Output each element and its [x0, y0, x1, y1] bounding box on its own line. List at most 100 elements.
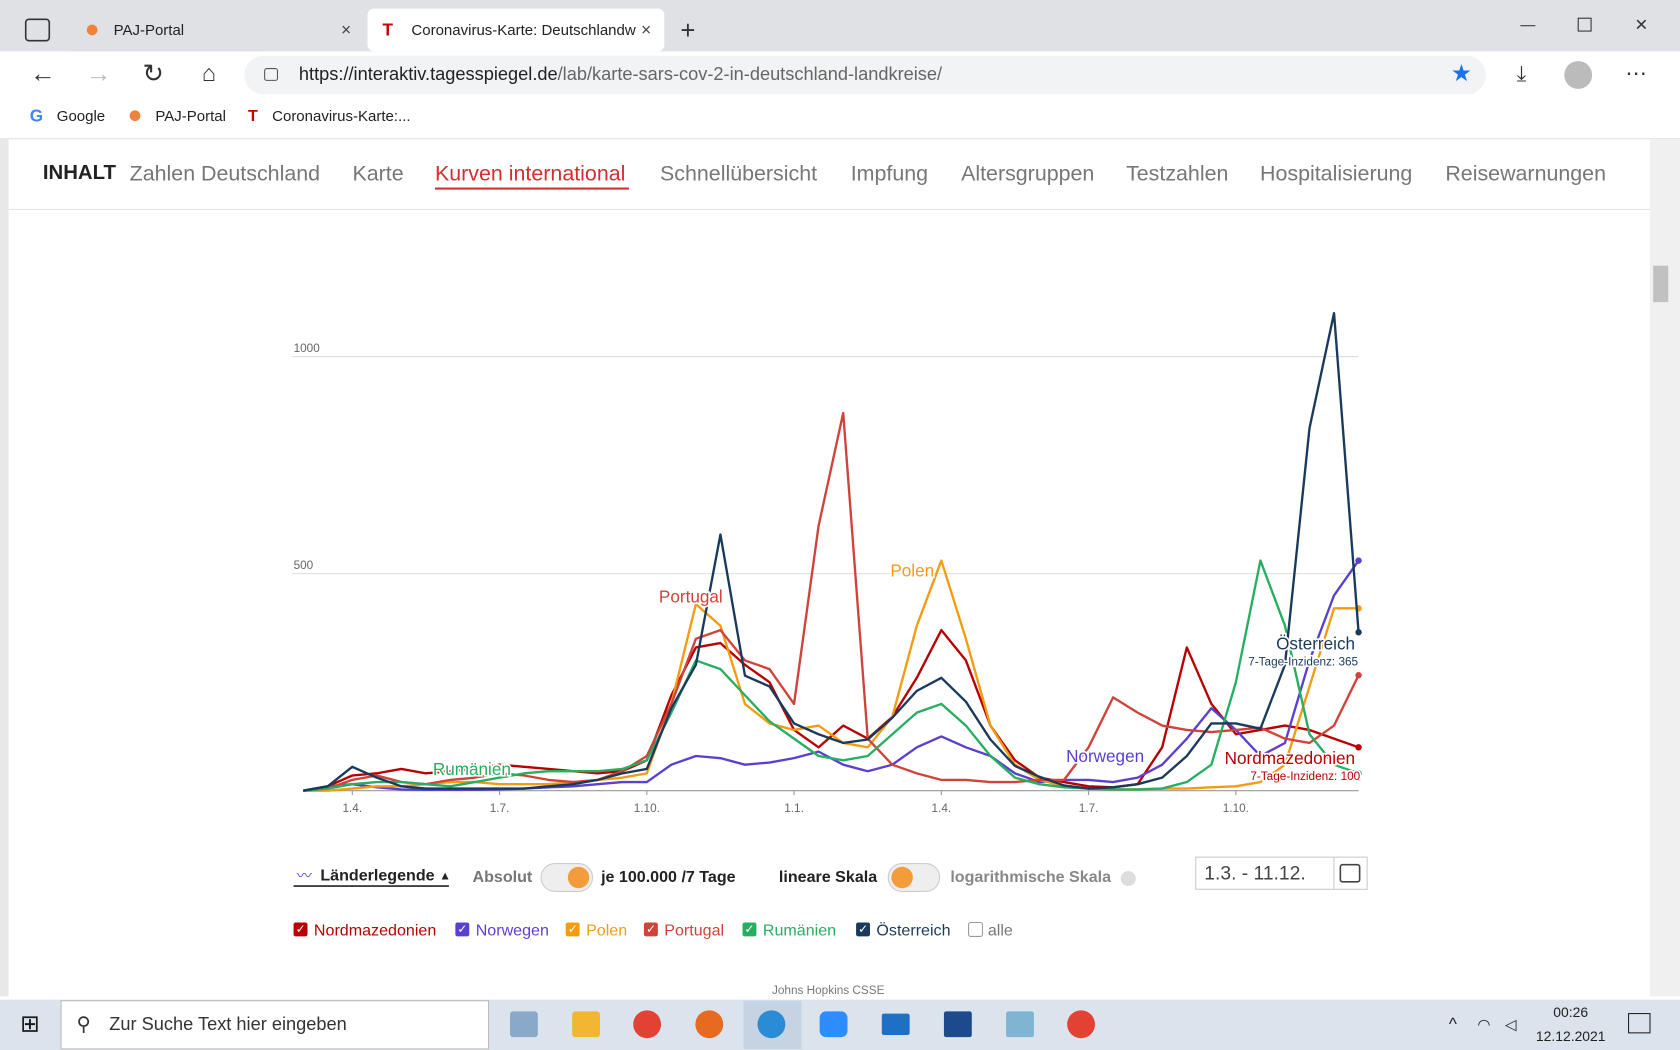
app-icon[interactable] — [881, 1013, 910, 1035]
tab-icon — [86, 24, 98, 36]
start[interactable]: ⊞ — [20, 1011, 40, 1037]
checkbox[interactable] — [455, 922, 470, 937]
menu[interactable]: ⋯ — [1625, 62, 1646, 86]
chart: 500 1000 1.4. 1.7. 1.10. 1.1. 1.4. 1.7. 1.10. Por… — [292, 312, 1362, 815]
app-icon[interactable] — [1006, 1011, 1034, 1038]
home[interactable]: ⌂ — [202, 60, 216, 86]
nav-item[interactable]: Reisewarnungen — [1445, 161, 1606, 185]
app-icon[interactable] — [1067, 1010, 1095, 1039]
checkbox[interactable] — [742, 922, 757, 937]
legend-entry[interactable]: Portugal — [664, 921, 724, 939]
url: https://interaktiv.tagesspiegel.de/lab/k… — [299, 64, 943, 84]
app-icon[interactable] — [572, 1011, 600, 1038]
end-dot — [1355, 770, 1362, 777]
app-icon[interactable] — [819, 1011, 848, 1038]
tray-arrow[interactable]: ^ — [1449, 1014, 1457, 1034]
option-absolute[interactable]: Absolut — [473, 868, 533, 886]
tab-close[interactable]: × — [641, 20, 651, 40]
tab-title: PAJ-Portal — [114, 22, 185, 39]
x-tick-label: 1.4. — [932, 802, 952, 815]
bookmark[interactable]: Coronavirus-Karte:... — [272, 108, 410, 125]
downloads[interactable]: ⤓ — [1517, 62, 1526, 86]
nav-item[interactable]: Altersgruppen — [961, 161, 1094, 185]
annotation: Portugal — [659, 586, 723, 606]
reload[interactable]: ↻ — [142, 60, 164, 88]
back[interactable]: ← — [30, 60, 56, 88]
legend-entry[interactable]: Polen — [586, 921, 627, 939]
legend-icon: 〰 — [297, 867, 312, 884]
checkbox[interactable] — [643, 922, 658, 937]
option-log[interactable]: logarithmische Skala — [950, 868, 1112, 886]
source: Johns Hopkins CSSE — [772, 984, 885, 997]
app-icon[interactable] — [633, 1010, 662, 1039]
toggle-knob — [891, 866, 913, 889]
legend-entry[interactable]: Norwegen — [476, 921, 549, 939]
legend-entry[interactable]: Österreich — [876, 921, 950, 939]
tab-title: Coronavirus-Karte: Deutschlandw — [411, 22, 635, 39]
checkmark: ✓ — [457, 923, 467, 936]
checkbox[interactable] — [565, 922, 580, 937]
bookmark-icon: T — [248, 107, 258, 125]
legend-entry[interactable]: Rumänien — [763, 921, 836, 939]
x-tick-label: 1.1. — [784, 802, 804, 815]
checkbox-label[interactable]: alle — [988, 921, 1013, 939]
new-tab[interactable]: + — [680, 17, 695, 45]
app-icon[interactable] — [943, 1011, 972, 1038]
profile[interactable] — [1564, 61, 1593, 89]
nav-item[interactable]: Testzahlen — [1126, 161, 1228, 185]
nav-item[interactable]: Impfung — [851, 161, 928, 185]
annotation: Polen — [890, 561, 934, 581]
tab[interactable] — [70, 8, 365, 52]
legend-toggle[interactable]: Länderlegende — [320, 867, 434, 885]
annotation: Österreich — [1276, 634, 1355, 654]
info-icon[interactable] — [1120, 871, 1136, 887]
search-icon: ⚲ — [77, 1014, 91, 1035]
end-dot — [1355, 629, 1362, 636]
tab-active[interactable] — [367, 8, 665, 52]
maximize[interactable] — [1577, 17, 1592, 32]
checkbox[interactable] — [968, 921, 984, 937]
app-icon[interactable] — [510, 1011, 538, 1038]
y-tick-label: 500 — [294, 559, 314, 572]
tab-actions[interactable] — [24, 18, 51, 42]
favorite[interactable]: ★ — [1451, 60, 1472, 86]
taskbar-apps — [510, 1000, 1095, 1049]
nav: Zahlen Deutschland Karte Kurven internatio… — [130, 161, 1606, 190]
series-line — [303, 559, 1359, 792]
scroll-thumb[interactable] — [1653, 265, 1669, 303]
date-range[interactable] — [1195, 856, 1368, 890]
tray-wifi[interactable]: ◠ — [1477, 1016, 1490, 1033]
search-box[interactable] — [60, 1000, 490, 1050]
nav-item[interactable]: Kurven international — [435, 161, 625, 185]
bookmark-icon — [129, 110, 141, 122]
date-range-text: 1.3. - 11.12. — [1204, 863, 1305, 884]
nav-item[interactable]: Zahlen Deutschland — [130, 161, 320, 185]
option-per100k[interactable]: je 100.000 /7 Tage — [600, 868, 736, 886]
series-line — [303, 628, 1359, 792]
bookmark[interactable]: PAJ-Portal — [155, 108, 226, 125]
address-bar[interactable] — [244, 55, 1487, 95]
nav-item[interactable]: Hospitalisierung — [1260, 161, 1412, 185]
checkmark: ✓ — [646, 923, 656, 936]
app-icon[interactable] — [695, 1010, 724, 1039]
tab-close[interactable]: × — [341, 20, 351, 40]
notifications[interactable] — [1628, 1013, 1651, 1034]
legend-entry[interactable]: Nordmazedonien — [314, 921, 436, 939]
annotation: 7-Tage-Inzidenz: 100 — [1250, 770, 1360, 783]
forward[interactable]: → — [86, 60, 112, 88]
lock-icon — [264, 68, 279, 81]
nav-item[interactable]: Karte — [353, 161, 404, 185]
bookmark[interactable]: Google — [57, 108, 105, 125]
option-linear[interactable]: lineare Skala — [779, 868, 878, 886]
checkbox[interactable] — [293, 922, 308, 937]
nav-item[interactable]: Schnellübersicht — [660, 161, 817, 185]
checkbox[interactable] — [856, 922, 870, 937]
close[interactable]: × — [1635, 12, 1648, 36]
tray-sound[interactable]: ◁ — [1505, 1016, 1517, 1033]
tab-icon: T — [383, 20, 394, 40]
calendar-icon[interactable] — [1339, 863, 1361, 883]
annotation: 7-Tage-Inzidenz: 365 — [1248, 655, 1358, 668]
legend-toggle-arrow[interactable]: ▲ — [439, 870, 451, 883]
app-icon[interactable] — [757, 1010, 786, 1039]
